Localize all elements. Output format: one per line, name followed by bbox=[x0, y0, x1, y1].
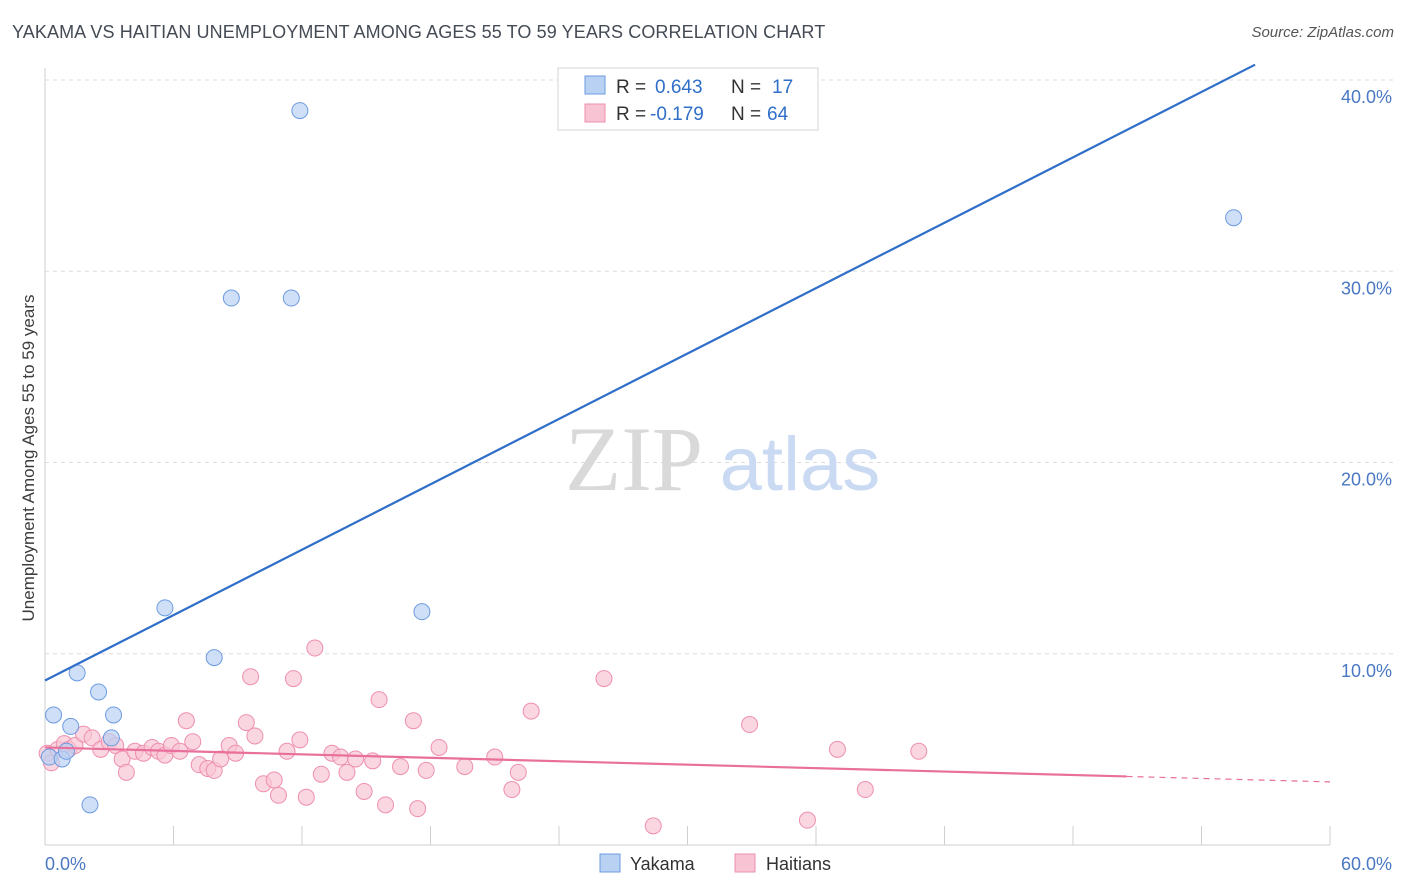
point-haitians-49 bbox=[404, 712, 422, 730]
point-yakama-16 bbox=[1225, 209, 1243, 227]
point-haitians-55 bbox=[503, 781, 521, 799]
trend-line-haitians-extension bbox=[1126, 775, 1331, 783]
point-haitians-41 bbox=[332, 748, 350, 766]
legend-n-label-haitians: N = bbox=[731, 104, 761, 125]
point-yakama-6 bbox=[81, 796, 99, 814]
point-haitians-25 bbox=[212, 750, 230, 768]
series-legend-label-yakama: Yakama bbox=[630, 854, 696, 874]
point-haitians-53 bbox=[456, 758, 474, 776]
point-haitians-29 bbox=[242, 668, 260, 686]
chart-title: YAKAMA VS HAITIAN UNEMPLOYMENT AMONG AGE… bbox=[12, 22, 826, 42]
point-haitians-38 bbox=[306, 639, 324, 657]
point-haitians-47 bbox=[377, 796, 395, 814]
series-legend: Yakama Haitians bbox=[599, 853, 831, 874]
point-haitians-64 bbox=[910, 742, 928, 760]
point-haitians-7 bbox=[83, 729, 101, 747]
point-haitians-42 bbox=[338, 763, 356, 781]
legend-n-label-yakama: N = bbox=[731, 77, 761, 98]
point-yakama-8 bbox=[105, 706, 123, 724]
point-haitians-62 bbox=[828, 740, 846, 758]
tick-labels: 10.0% 20.0% 30.0% 40.0% 0.0% 60.0% bbox=[45, 87, 1392, 874]
point-haitians-58 bbox=[595, 670, 613, 688]
point-yakama-14 bbox=[291, 102, 309, 120]
point-haitians-20 bbox=[177, 712, 195, 730]
point-yakama-9 bbox=[102, 729, 120, 747]
series-legend-swatch-haitians bbox=[734, 853, 756, 873]
correlation-legend: R = 0.643 N = 17 R = -0.179 N = 64 bbox=[557, 67, 819, 131]
x-tick-label-1: 60.0% bbox=[1341, 854, 1392, 874]
point-yakama-12 bbox=[222, 289, 240, 307]
point-haitians-28 bbox=[237, 714, 255, 732]
point-haitians-44 bbox=[355, 782, 373, 800]
zipatlas-watermark: ZIP atlas bbox=[565, 408, 880, 510]
point-haitians-43 bbox=[347, 750, 365, 768]
legend-r-value-yakama: 0.643 bbox=[655, 77, 703, 98]
point-haitians-57 bbox=[522, 702, 540, 720]
legend-n-value-haitians: 64 bbox=[767, 104, 789, 125]
point-haitians-50 bbox=[409, 800, 427, 818]
y-tick-label-0: 10.0% bbox=[1341, 661, 1392, 681]
point-yakama-4 bbox=[62, 717, 80, 735]
point-haitians-46 bbox=[370, 691, 388, 709]
point-yakama-13 bbox=[282, 289, 300, 307]
series-legend-label-haitians: Haitians bbox=[766, 854, 831, 874]
point-haitians-61 bbox=[798, 811, 816, 829]
point-haitians-52 bbox=[430, 738, 448, 756]
point-haitians-54 bbox=[486, 748, 504, 766]
point-haitians-35 bbox=[284, 670, 302, 688]
point-yakama-7 bbox=[90, 683, 108, 701]
trend-line-haitians bbox=[44, 746, 1127, 778]
legend-r-value-haitians: -0.179 bbox=[650, 104, 704, 125]
data-points bbox=[38, 102, 1243, 835]
trend-lines bbox=[44, 63, 1331, 783]
point-yakama-3 bbox=[57, 742, 75, 760]
point-haitians-36 bbox=[291, 731, 309, 749]
point-yakama-1 bbox=[45, 706, 63, 724]
series-legend-swatch-yakama bbox=[599, 853, 621, 873]
point-yakama-15 bbox=[413, 603, 431, 621]
point-yakama-10 bbox=[156, 599, 174, 617]
y-tick-label-3: 40.0% bbox=[1341, 87, 1392, 107]
source-credit: Source: ZipAtlas.com bbox=[1251, 24, 1394, 41]
point-haitians-32 bbox=[265, 771, 283, 789]
point-haitians-39 bbox=[312, 765, 330, 783]
point-haitians-30 bbox=[246, 727, 264, 745]
point-haitians-63 bbox=[856, 781, 874, 799]
x-tick-label-0: 0.0% bbox=[45, 854, 86, 874]
point-haitians-21 bbox=[184, 733, 202, 751]
point-haitians-56 bbox=[509, 763, 527, 781]
legend-r-label-yakama: R = bbox=[616, 77, 646, 98]
point-haitians-33 bbox=[269, 786, 287, 804]
point-haitians-34 bbox=[278, 742, 296, 760]
axes bbox=[44, 68, 1331, 846]
legend-swatch-yakama bbox=[584, 75, 606, 95]
point-haitians-59 bbox=[644, 817, 662, 835]
y-axis-label: Unemployment Among Ages 55 to 59 years bbox=[19, 295, 38, 622]
point-haitians-12 bbox=[117, 763, 135, 781]
grid-lines bbox=[45, 79, 1395, 655]
legend-swatch-haitians bbox=[584, 103, 606, 123]
point-haitians-51 bbox=[417, 761, 435, 779]
point-haitians-48 bbox=[392, 758, 410, 776]
watermark-zip: ZIP bbox=[565, 408, 703, 510]
y-tick-label-2: 30.0% bbox=[1341, 278, 1392, 298]
point-haitians-60 bbox=[741, 716, 759, 734]
y-tick-label-1: 20.0% bbox=[1341, 470, 1392, 490]
point-yakama-11 bbox=[205, 649, 223, 667]
trend-line-yakama bbox=[44, 63, 1256, 682]
legend-r-label-haitians: R = bbox=[616, 104, 646, 125]
watermark-atlas: atlas bbox=[720, 422, 881, 507]
legend-n-value-yakama: 17 bbox=[772, 77, 793, 98]
point-haitians-37 bbox=[297, 788, 315, 806]
